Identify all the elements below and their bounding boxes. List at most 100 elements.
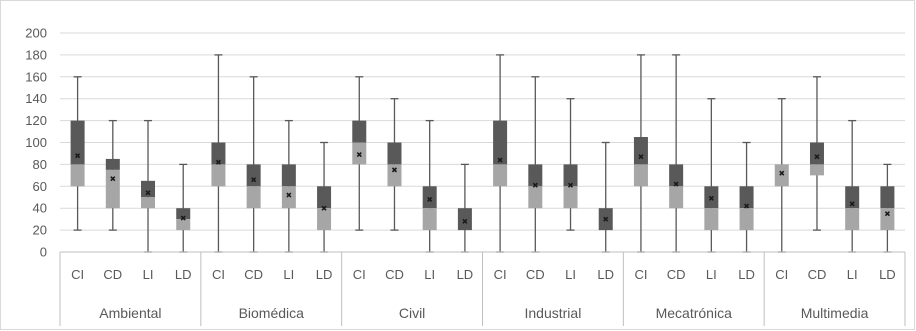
- x-category-label: LI: [847, 267, 858, 282]
- box-upper: [281, 164, 296, 187]
- x-category-label: CI: [212, 267, 225, 282]
- box-upper: [141, 180, 156, 198]
- x-axis: [59, 251, 906, 326]
- x-axis-group-labels: Ambiental Biomédica Civil Industrial Mecatró…: [99, 305, 868, 321]
- mean-marker: [779, 170, 785, 176]
- x-category-label: CD: [808, 267, 827, 282]
- y-axis-tick-labels: 0 20 40 60 80 100 120 140 160 180 200: [25, 26, 47, 260]
- x-group-label: Civil: [399, 305, 425, 321]
- x-category-label: LI: [565, 267, 576, 282]
- box-lower: [669, 186, 684, 209]
- mean-marker-stroke: [884, 211, 890, 217]
- y-tick-label: 0: [40, 245, 47, 260]
- x-category-label: LD: [175, 267, 192, 282]
- x-category-label: LD: [738, 267, 755, 282]
- mean-marker-stroke: [251, 177, 257, 183]
- x-category-label: LD: [597, 267, 614, 282]
- x-group-label: Biomédica: [239, 305, 305, 321]
- mean-marker-stroke: [180, 215, 186, 221]
- x-category-label: CD: [385, 267, 404, 282]
- box-lower: [563, 186, 578, 209]
- box-upper: [880, 186, 895, 209]
- mean-marker: [286, 192, 292, 198]
- mean-marker: [427, 196, 433, 203]
- x-category-label: CD: [103, 267, 122, 282]
- mean-marker: [532, 182, 538, 188]
- mean-marker-stroke: [427, 196, 433, 203]
- box-lower: [809, 164, 824, 176]
- box-lower: [246, 186, 261, 209]
- mean-marker-stroke: [567, 182, 574, 188]
- mean-marker-stroke: [145, 190, 151, 196]
- box-upper: [563, 164, 578, 187]
- y-tick-label: 200: [25, 26, 47, 41]
- mean-marker-stroke: [743, 203, 750, 209]
- box-upper: [352, 120, 367, 143]
- box-upper: [739, 186, 754, 209]
- mean-marker: [743, 203, 750, 209]
- x-category-label: LD: [316, 267, 333, 282]
- box-upper: [493, 120, 508, 165]
- box-upper: [809, 142, 824, 165]
- mean-marker: [708, 195, 714, 201]
- mean-marker-stroke: [286, 192, 292, 198]
- box-upper: [105, 158, 120, 170]
- box-lower: [387, 164, 402, 187]
- x-category-label: LI: [283, 267, 294, 282]
- mean-marker: [638, 154, 644, 160]
- box-lower: [211, 164, 226, 187]
- mean-marker-stroke: [462, 218, 468, 224]
- mean-marker: [75, 153, 81, 159]
- x-category-label: LD: [457, 267, 474, 282]
- box-lower: [880, 208, 895, 231]
- box-upper: [669, 164, 684, 187]
- x-group-label: Mecatrónica: [656, 305, 732, 321]
- boxes: [70, 54, 895, 253]
- x-category-label: CI: [775, 267, 788, 282]
- x-category-label: CD: [526, 267, 545, 282]
- x-category-label: CI: [634, 267, 647, 282]
- box-lower: [176, 219, 191, 231]
- box-lower: [317, 208, 332, 231]
- y-tick-label: 120: [25, 113, 47, 128]
- mean-marker: [180, 215, 186, 221]
- y-tick-label: 100: [25, 135, 47, 150]
- mean-marker: [251, 177, 257, 183]
- box-upper: [70, 120, 85, 165]
- mean-marker: [603, 216, 609, 222]
- x-category-label: CD: [667, 267, 686, 282]
- mean-marker-stroke: [497, 157, 503, 163]
- mean-marker: [145, 190, 151, 196]
- mean-marker-stroke: [814, 154, 820, 160]
- mean-marker-stroke: [356, 151, 362, 158]
- mean-marker: [356, 151, 362, 158]
- box-lower: [704, 208, 719, 231]
- mean-marker-stroke: [849, 201, 855, 207]
- x-category-label: CI: [71, 267, 84, 282]
- box-upper: [387, 142, 402, 165]
- box-lower: [633, 164, 648, 187]
- y-tick-label: 180: [25, 47, 47, 62]
- gridlines: [60, 32, 905, 231]
- mean-marker-stroke: [708, 195, 714, 201]
- box-lower: [422, 208, 437, 231]
- mean-marker: [497, 157, 503, 163]
- box-upper: [422, 186, 437, 209]
- mean-marker-stroke: [391, 167, 398, 173]
- mean-marker-stroke: [321, 205, 327, 211]
- mean-marker: [215, 159, 222, 165]
- x-group-label: Industrial: [525, 305, 582, 321]
- mean-marker-stroke: [75, 153, 81, 159]
- x-category-label: CI: [353, 267, 366, 282]
- box-lower: [105, 169, 120, 209]
- box-lower: [281, 186, 296, 209]
- x-category-label: LI: [143, 267, 154, 282]
- box-upper: [211, 142, 226, 165]
- mean-marker: [391, 167, 398, 173]
- y-tick-label: 140: [25, 91, 47, 106]
- y-tick-label: 60: [33, 179, 47, 194]
- mean-marker-stroke: [532, 182, 538, 188]
- mean-marker-stroke: [110, 176, 116, 182]
- box-lower: [528, 186, 543, 209]
- box-upper: [317, 186, 332, 209]
